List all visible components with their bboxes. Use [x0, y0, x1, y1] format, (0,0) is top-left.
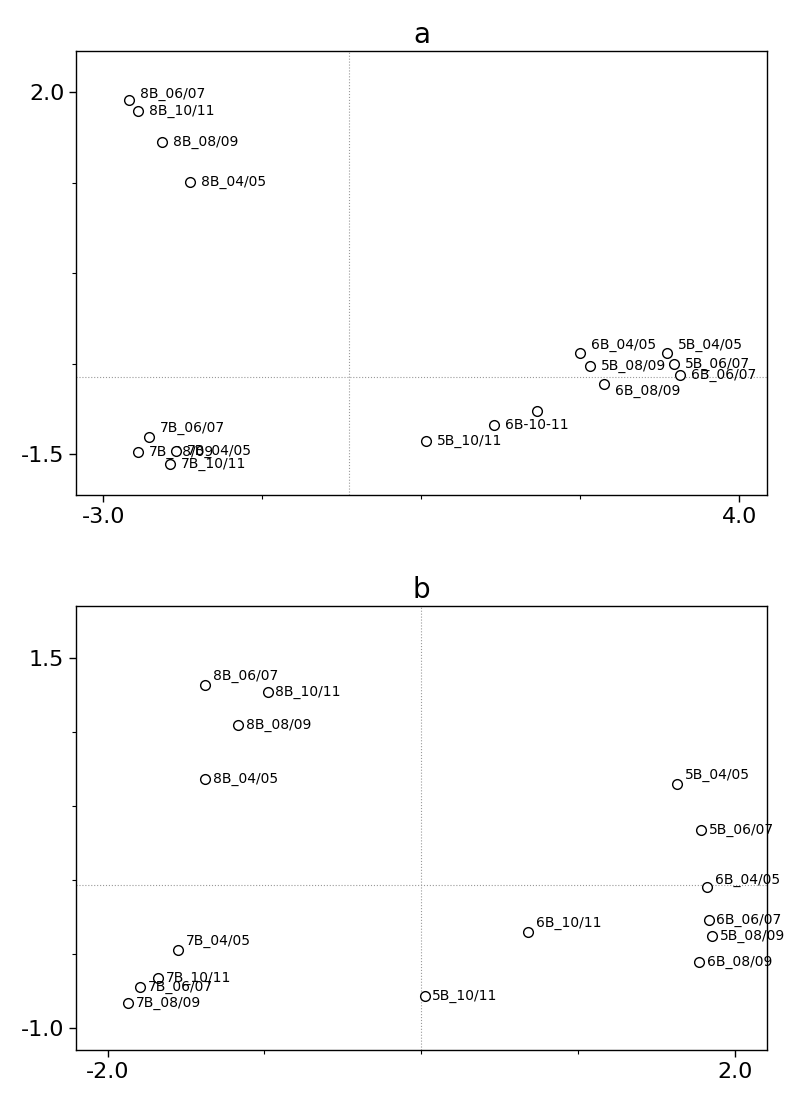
Text: 8B_04/05: 8B_04/05 [201, 175, 266, 190]
Text: 6B_08/09: 6B_08/09 [615, 384, 680, 398]
Text: 6B_06/07: 6B_06/07 [717, 913, 782, 927]
Text: 5B_10/11: 5B_10/11 [437, 433, 502, 448]
Text: 7B_06/07: 7B_06/07 [160, 421, 225, 436]
Text: 7B_08/09: 7B_08/09 [136, 996, 201, 1010]
Text: 7B_04/05: 7B_04/05 [186, 934, 251, 947]
Text: 5B_04/05: 5B_04/05 [678, 338, 743, 352]
Text: 6B_08/09: 6B_08/09 [707, 954, 773, 968]
Text: 7B_06/07: 7B_06/07 [148, 979, 214, 994]
Text: 6B_04/05: 6B_04/05 [715, 874, 780, 887]
Text: 8B_10/11: 8B_10/11 [275, 685, 341, 699]
Text: 6B-10-11: 6B-10-11 [505, 418, 569, 432]
Text: 5B_10/11: 5B_10/11 [433, 988, 498, 1003]
Text: 5B_06/07: 5B_06/07 [685, 357, 750, 372]
Text: 8B_06/07: 8B_06/07 [140, 86, 205, 100]
Text: 6B_10/11: 6B_10/11 [536, 915, 602, 930]
Text: 5B_04/05: 5B_04/05 [685, 768, 750, 782]
Title: a: a [413, 21, 430, 49]
Text: 5B_06/07: 5B_06/07 [709, 823, 774, 837]
Text: 8B_10/11: 8B_10/11 [149, 104, 215, 118]
Title: b: b [412, 576, 430, 603]
Text: 8B_08/09: 8B_08/09 [245, 718, 311, 731]
Text: 8B_08/09: 8B_08/09 [173, 135, 239, 149]
Text: 8B_06/07: 8B_06/07 [213, 668, 278, 683]
Text: 5B_08/09: 5B_08/09 [601, 360, 667, 373]
Text: 7B_04/05: 7B_04/05 [187, 445, 252, 458]
Text: 7B_10/11: 7B_10/11 [181, 458, 246, 471]
Text: 6B_06/07: 6B_06/07 [691, 367, 757, 382]
Text: 5B_08/09: 5B_08/09 [719, 930, 785, 943]
Text: 8B_04/05: 8B_04/05 [213, 772, 278, 786]
Text: 7B_08/09: 7B_08/09 [149, 445, 214, 459]
Text: 6B_04/05: 6B_04/05 [591, 338, 656, 352]
Text: 7B_10/11: 7B_10/11 [165, 971, 231, 985]
